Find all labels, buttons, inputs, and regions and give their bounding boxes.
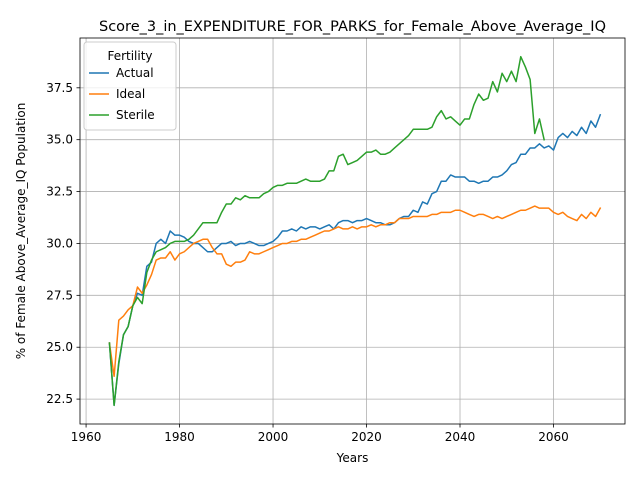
x-tick-label: 1960	[71, 430, 102, 444]
y-tick-label: 27.5	[46, 288, 73, 302]
series-line-sterile	[108, 55, 546, 407]
legend-box	[83, 41, 177, 131]
x-tick-label: 2020	[351, 430, 382, 444]
legend-label: Sterile	[116, 108, 155, 122]
x-axis-label: Years	[336, 451, 369, 465]
plot-area-frame	[79, 37, 626, 425]
chart-title: Score_3_in_EXPENDITURE_FOR_PARKS_for_Fem…	[99, 19, 606, 35]
legend-entries: Actual Ideal Sterile	[89, 66, 155, 122]
legend: Fertility Actual Ideal Sterile	[83, 41, 177, 131]
axis-ticks: 1960 1980 2000 2020 2040 2060 22.5 25.0 27.5 30.0…	[46, 81, 568, 444]
legend-entry-actual: Actual	[89, 66, 154, 80]
x-tick-label: 2040	[445, 430, 476, 444]
grid	[80, 38, 625, 424]
y-tick-label: 25.0	[46, 340, 73, 354]
legend-label: Actual	[116, 66, 154, 80]
series-line-actual	[108, 113, 602, 407]
x-tick-label: 1980	[164, 430, 195, 444]
legend-entry-sterile: Sterile	[89, 108, 155, 122]
series-line-ideal	[108, 205, 602, 378]
y-tick-label: 32.5	[46, 185, 73, 199]
y-tick-label: 22.5	[46, 392, 73, 406]
x-tick-label: 2000	[258, 430, 289, 444]
x-tick-label: 2060	[538, 430, 569, 444]
legend-title: Fertility	[107, 49, 152, 63]
series-lines	[108, 55, 602, 407]
y-tick-label: 37.5	[46, 81, 73, 95]
y-axis-label: % of Female Above_Average_IQ Population	[14, 103, 28, 360]
legend-label: Ideal	[116, 87, 145, 101]
legend-entry-ideal: Ideal	[89, 87, 145, 101]
y-tick-label: 30.0	[46, 236, 73, 250]
y-tick-label: 35.0	[46, 133, 73, 147]
